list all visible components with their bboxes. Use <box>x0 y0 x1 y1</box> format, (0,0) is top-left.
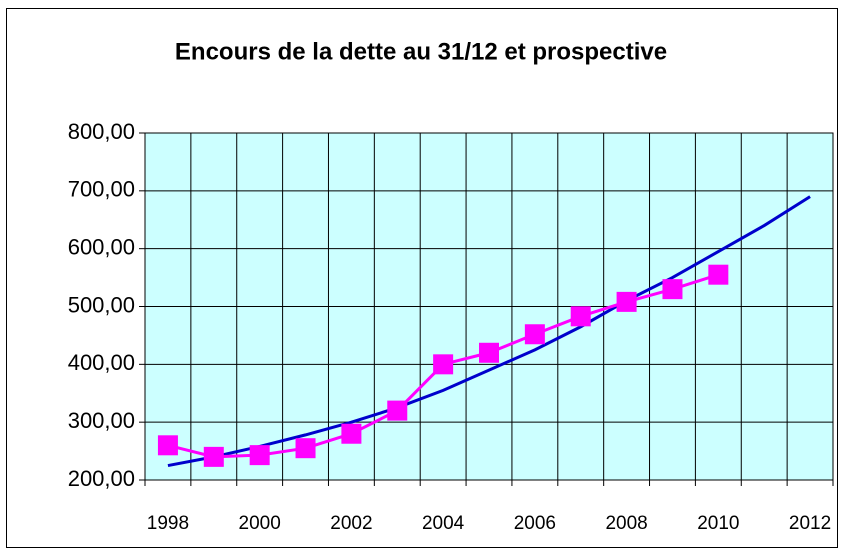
series-marker <box>157 435 178 456</box>
series-marker <box>524 324 545 345</box>
series-marker <box>433 354 454 375</box>
y-tick-label: 800,00 <box>68 119 135 144</box>
x-tick-label: 2004 <box>422 513 465 534</box>
x-tick-label: 2010 <box>697 513 739 534</box>
x-tick-label: 2008 <box>605 513 647 534</box>
y-tick-label: 600,00 <box>68 234 135 259</box>
series-marker <box>708 264 729 285</box>
series-marker <box>249 445 270 466</box>
series-marker <box>570 306 591 327</box>
y-tick-label: 400,00 <box>68 350 135 375</box>
series-marker <box>479 342 499 363</box>
series-marker <box>662 279 683 300</box>
series-marker <box>203 446 224 467</box>
y-tick-label: 300,00 <box>68 408 135 433</box>
series-marker <box>616 291 637 312</box>
series-marker <box>387 400 408 421</box>
x-tick-label: 2012 <box>789 513 831 534</box>
series-marker <box>295 438 316 459</box>
series-line <box>167 195 811 468</box>
x-tick-label: 2002 <box>330 513 372 534</box>
x-tick-label: 1998 <box>147 513 189 534</box>
series-marker <box>341 423 362 444</box>
x-tick-label: 2000 <box>239 513 281 534</box>
x-tick-label: 2006 <box>514 513 556 534</box>
y-tick-label: 200,00 <box>68 466 135 491</box>
chart-title: Encours de la dette au 31/12 et prospect… <box>175 38 667 65</box>
y-tick-label: 500,00 <box>68 292 135 317</box>
y-tick-label: 700,00 <box>68 177 135 202</box>
